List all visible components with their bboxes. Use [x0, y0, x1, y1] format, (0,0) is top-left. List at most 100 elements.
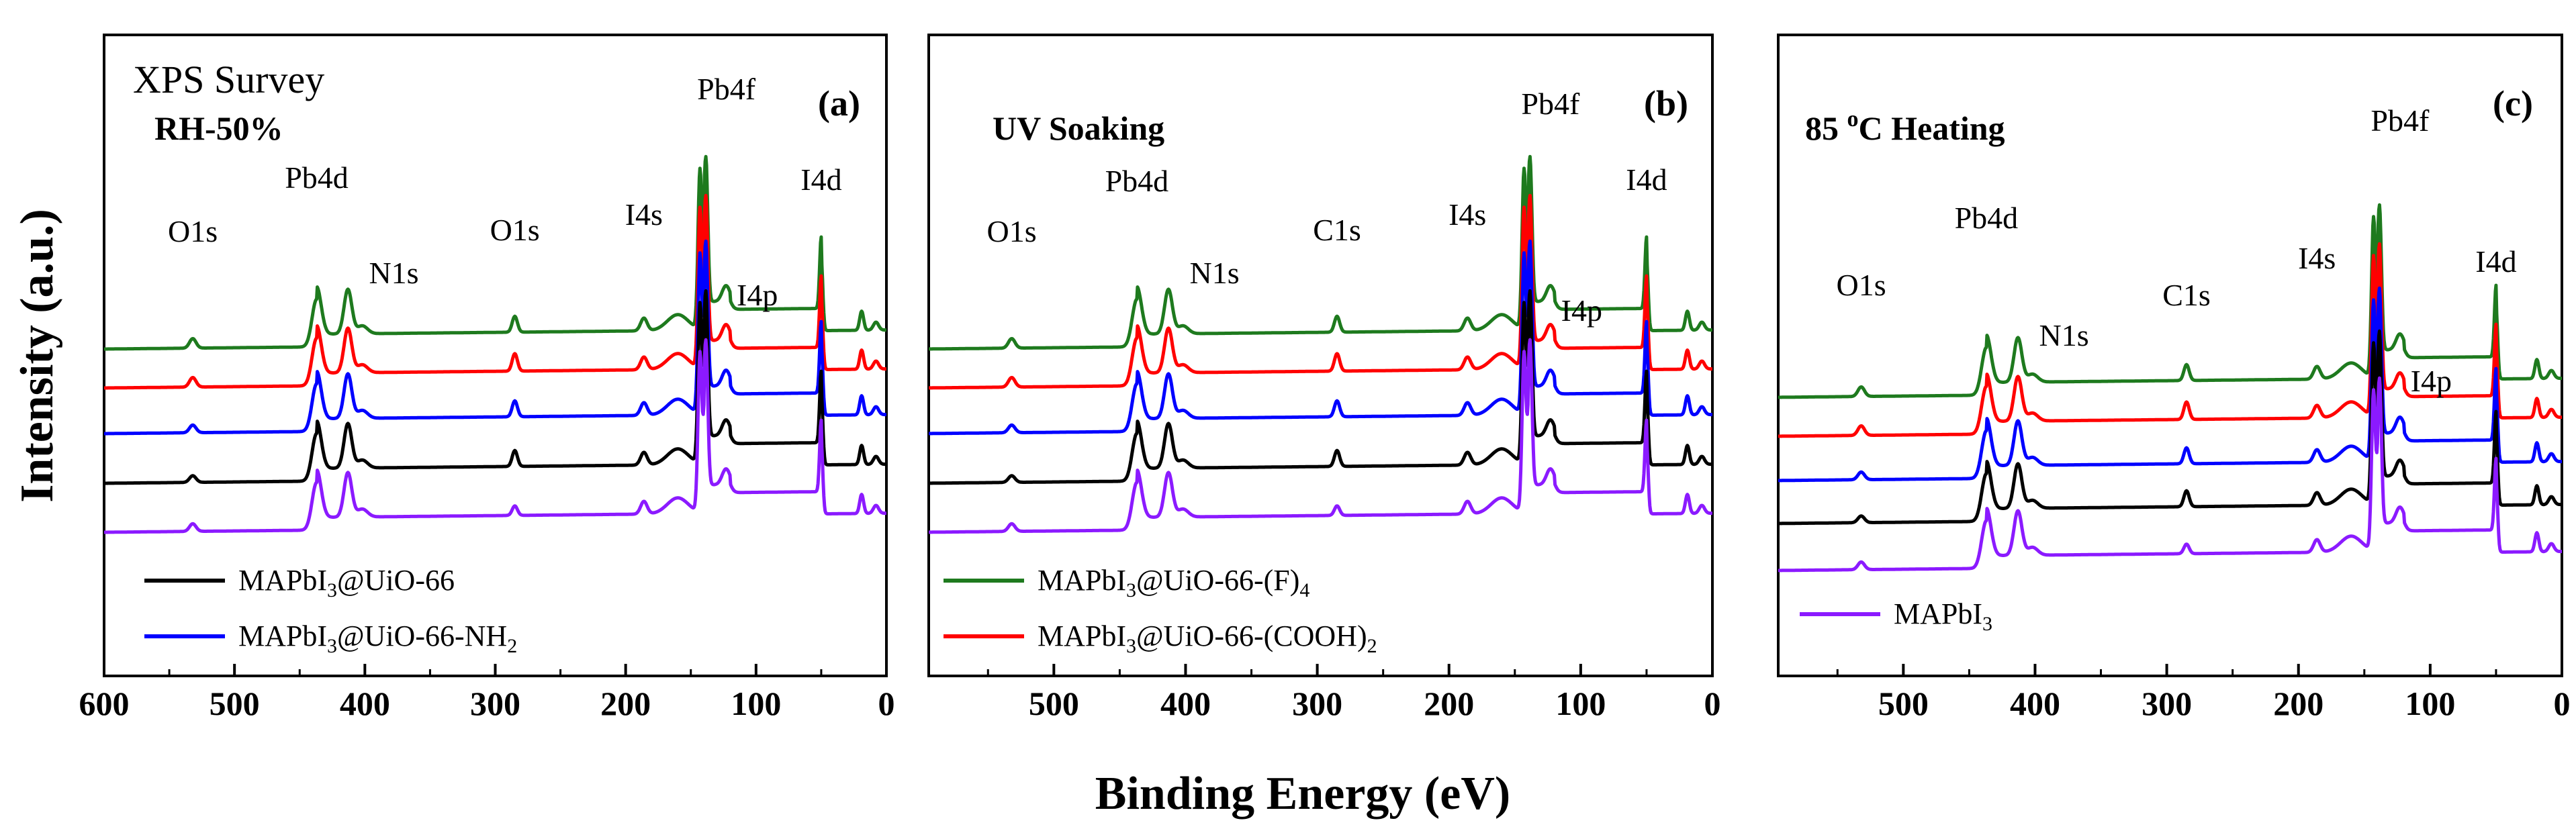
legend-label-main: MAPbI: [1894, 597, 1982, 630]
peak-label-i4d: I4d: [1626, 162, 1667, 197]
y-axis-title: Intensity (a.u.): [11, 209, 63, 503]
legend-label-sub: 3: [327, 579, 337, 601]
peak-label-i4d: I4d: [2475, 244, 2516, 279]
legend-label: MAPbI3@UiO-66-NH2: [238, 620, 517, 657]
x-tick-label: 400: [340, 685, 390, 722]
peak-label-i4s: I4s: [1448, 197, 1486, 232]
legend-label-main: MAPbI: [238, 620, 327, 652]
peak-label-pb4d: Pb4d: [1105, 164, 1169, 198]
series-line-mapbi3-uio-66: [927, 289, 1714, 485]
panel-a-ticks: 600 500 400 300 200 100 0: [79, 664, 895, 722]
series-line-mapbi3-uio-66: [1777, 329, 2563, 526]
x-tick-label: 300: [1292, 685, 1342, 722]
panel-a-letter: (a): [818, 83, 860, 124]
x-tick-label: 200: [2273, 685, 2324, 722]
legend-label: MAPbI3: [1894, 597, 1992, 635]
panel-c-title-rest: C Heating: [1859, 109, 2005, 147]
peak-label-pb4d: Pb4d: [1955, 201, 2019, 235]
x-tick-label: 100: [1555, 685, 1606, 722]
legend-label-rest: @UiO-66: [337, 564, 455, 597]
series-line-mapbi3-uio-66-cooh-2: [103, 193, 888, 390]
x-tick-label: 100: [731, 685, 781, 722]
legend-label: MAPbI3@UiO-66: [238, 564, 455, 601]
peak-label-i4s: I4s: [625, 197, 663, 232]
x-tick-label: 300: [2142, 685, 2192, 722]
legend-label-sub2: 2: [1367, 635, 1377, 657]
panel-a-survey-label: XPS Survey: [133, 58, 324, 101]
peak-label-n1s: N1s: [1190, 256, 1240, 290]
series-line-mapbi3: [927, 338, 1714, 534]
legend-label-sub: 3: [1126, 579, 1136, 601]
panel-c-letter: (c): [2493, 83, 2533, 124]
peak-label-c1s: C1s: [2162, 278, 2211, 312]
legend-label-sub: 3: [1982, 613, 1992, 635]
peak-label-o1s: O1s: [1837, 268, 1886, 302]
x-axis-title: Binding Energy (eV): [1095, 768, 1510, 820]
panel-a-title: RH-50%: [154, 109, 283, 147]
x-tick-label: 200: [600, 685, 651, 722]
panel-b-frame: [927, 34, 1714, 677]
legend-label-main: MAPbI: [238, 564, 327, 597]
panel-c-ticks: 500 400 300 200 100 0: [1836, 664, 2571, 722]
legend-label: MAPbI3@UiO-66-(COOH)2: [1038, 620, 1377, 657]
series-line-mapbi3-uio-66-cooh-2: [1777, 242, 2563, 438]
peak-label-pb4d: Pb4d: [285, 160, 349, 195]
legend-label-rest: @UiO-66-(F): [1136, 564, 1299, 597]
peak-label-i4s: I4s: [2298, 241, 2336, 275]
series-line-mapbi3: [1777, 376, 2563, 573]
panel-c-legend: MAPbI3: [1800, 597, 1992, 635]
legend-label-main: MAPbI: [1038, 564, 1126, 597]
peak-label-o1s: O1s: [490, 213, 540, 247]
x-tick-label: 600: [79, 685, 130, 722]
panel-c-title-sup: o: [1847, 107, 1859, 132]
panel-a-peak-labels: O1s Pb4d N1s O1s I4s Pb4f I4p I4d: [168, 72, 842, 312]
panel-c-peak-labels: O1s Pb4d N1s C1s I4s Pb4f I4p I4d: [1837, 103, 2517, 398]
series-line-mapbi3-uio-66-nh2: [1777, 286, 2563, 483]
peak-label-o1s: O1s: [987, 214, 1037, 248]
x-tick-label: 200: [1424, 685, 1474, 722]
panel-b: 500 400 300 200 100 0 O1s Pb4d N1s C1s I4s Pb4f I4p…: [927, 34, 1721, 722]
series-line-mapbi3: [103, 338, 888, 534]
panel-c-title: 85 oC Heating: [1805, 107, 2005, 147]
series-line-mapbi3-uio-66-f-4: [103, 154, 888, 351]
panel-c-curves: [1777, 203, 2563, 573]
panel-b-letter: (b): [1644, 83, 1688, 124]
legend-label-rest: @UiO-66-(COOH): [1136, 620, 1367, 652]
legend-label-sub: 3: [327, 635, 337, 657]
peak-label-pb4f: Pb4f: [697, 72, 756, 106]
legend-label-sub2: 2: [507, 635, 517, 657]
x-tick-label: 500: [210, 685, 260, 722]
peak-label-c1s: C1s: [1313, 213, 1361, 247]
x-tick-label: 500: [1029, 685, 1079, 722]
peak-label-n1s: N1s: [2039, 318, 2089, 352]
legend-label-sub2: 4: [1299, 579, 1309, 601]
panel-b-peak-labels: O1s Pb4d N1s C1s I4s Pb4f I4p I4d: [987, 87, 1667, 328]
peak-label-pb4f: Pb4f: [2371, 103, 2430, 138]
peak-label-i4d: I4d: [800, 162, 841, 197]
x-tick-label: 300: [470, 685, 520, 722]
peak-label-o1s: O1s: [168, 214, 218, 248]
panel-b-title: UV Soaking: [993, 109, 1164, 147]
x-tick-label: 100: [2405, 685, 2455, 722]
panel-b-curves: [927, 154, 1714, 534]
series-line-mapbi3-uio-66-nh2: [103, 239, 888, 436]
panel-a: 600 500 400 300 200 100 0 O1s Pb4d N1s O1s I4s Pb4f…: [79, 34, 895, 722]
x-tick-label: 0: [1704, 685, 1721, 722]
series-line-mapbi3-uio-66: [103, 289, 888, 485]
peak-label-pb4f: Pb4f: [1521, 87, 1580, 121]
series-line-mapbi3-uio-66-cooh-2: [927, 193, 1714, 390]
peak-label-i4p: I4p: [737, 278, 778, 312]
x-tick-label: 400: [2010, 685, 2060, 722]
legend-label-rest: @UiO-66-NH: [337, 620, 507, 652]
legend-label-sub: 3: [1126, 635, 1136, 657]
series-line-mapbi3-uio-66-nh2: [927, 239, 1714, 436]
series-line-mapbi3-uio-66-f-4: [927, 154, 1714, 351]
panel-c-title-prefix: 85: [1805, 109, 1847, 147]
panel-a-curves: [103, 154, 888, 534]
peak-label-i4p: I4p: [1561, 293, 1602, 328]
series-line-mapbi3-uio-66-f-4: [1777, 203, 2563, 399]
peak-label-i4p: I4p: [2411, 364, 2452, 398]
